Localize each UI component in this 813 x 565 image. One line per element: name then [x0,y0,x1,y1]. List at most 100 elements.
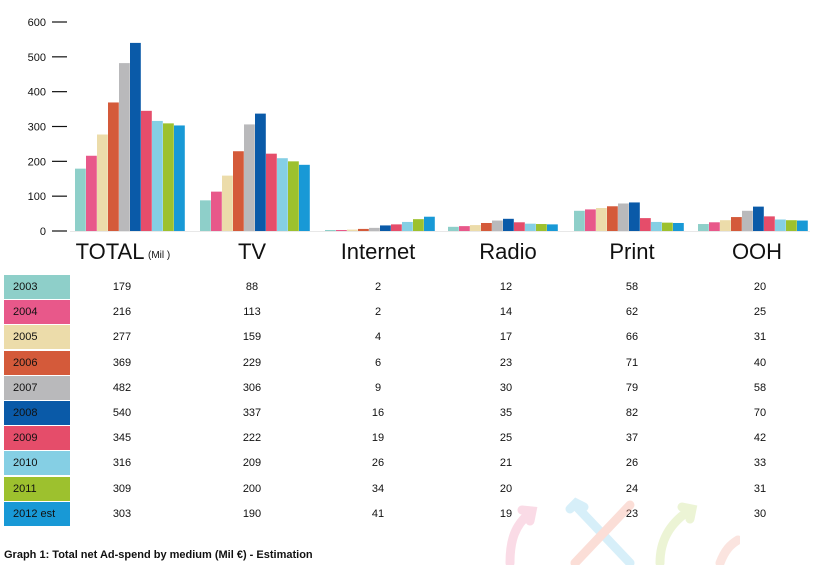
table-cell: 21 [499,457,513,470]
bar-print-2009 [640,218,651,231]
y-tick-label: 600 [28,17,46,29]
table-cell: 42 [753,432,767,445]
table-cell: 24 [625,482,639,495]
bar-ooh-2007 [742,210,753,231]
category-unit-note: (Mil ) [148,250,170,261]
table-cell: 209 [242,457,262,470]
table-cell: 2 [374,306,382,319]
table-cell: 58 [625,281,639,293]
bar-tv-2006 [233,151,244,231]
table-cell: 190 [242,507,262,520]
bar-total-2008 [130,42,141,232]
table-cell: 316 [112,457,132,470]
bar-tv-2004 [211,191,222,231]
bar-internet-2010 [402,221,413,231]
bar-tv-2009 [266,153,277,231]
table-cell: 345 [112,432,132,445]
table-cell: 23 [499,356,513,369]
table-cell: 369 [112,356,132,369]
bar-radio-2007 [492,220,503,231]
table-cell: 303 [112,507,132,520]
table-cell: 30 [499,381,513,394]
table-cell: 20 [499,482,513,495]
table-cell: 222 [242,432,262,445]
bar-chart: 0 100 200 300 400 500 600 TOTAL TV Internet Radio… [28,17,810,264]
category-label-total: TOTAL [76,239,145,264]
bar-internet-2012-est [424,216,435,231]
bar-total-2003 [75,168,86,231]
bar-total-2012-est [174,125,185,231]
y-tick-label: 100 [28,191,46,203]
y-tick-label: 400 [28,87,46,99]
bar-total-2010 [152,120,163,231]
y-tick-label: 0 [40,226,46,238]
bar-tv-2007 [244,124,255,231]
bar-print-2011 [662,222,673,231]
bar-radio-2005 [470,225,481,231]
table-cell: 37 [625,432,639,445]
bar-tv-2003 [200,200,211,231]
table-cell: 34 [371,482,385,495]
bar-total-2005 [97,134,108,231]
year-label: 2010 [4,451,70,476]
table-cell: 82 [625,407,639,419]
table-cell: 179 [112,281,132,293]
table-cell: 26 [625,457,639,470]
bar-radio-2008 [503,218,514,231]
bar-internet-2003 [325,230,336,231]
bar-internet-2008 [380,225,391,231]
year-label: 2004 [4,300,70,325]
bar-print-2006 [607,206,618,231]
bar-total-2006 [108,102,119,231]
table-cell: 40 [753,356,767,369]
table-cell: 200 [242,482,262,495]
bar-radio-2011 [536,224,547,231]
table-cell: 482 [112,381,132,394]
bar-series-group [75,42,808,232]
table-cell: 66 [625,331,639,344]
bar-radio-2006 [481,222,492,231]
bar-ooh-2011 [786,220,797,231]
bar-tv-2011 [288,161,299,231]
table-cell: 71 [625,356,639,369]
bar-ooh-2008 [753,206,764,231]
chart-caption: Graph 1: Total net Ad-spend by medium (M… [4,549,313,561]
year-label: 2011 [4,476,70,501]
bar-ooh-2009 [764,216,775,231]
table-cell: 113 [243,306,261,319]
category-labels: TOTAL TV Internet Radio Print OOH (Mil ) [76,239,783,264]
table-cell: 229 [242,356,262,369]
bar-ooh-2005 [720,220,731,231]
bar-internet-2004 [336,230,347,231]
table-cell: 159 [242,331,262,344]
bar-total-2009 [141,110,152,231]
table-cell: 17 [499,331,513,344]
table-cell: 277 [112,331,132,344]
table-cell: 23 [625,507,639,520]
table-cell: 33 [753,457,767,470]
bar-internet-2009 [391,224,402,231]
bar-print-2010 [651,221,662,231]
category-label-print: Print [609,239,654,264]
bar-internet-2005 [347,229,358,231]
category-label-radio: Radio [479,239,536,264]
category-label-ooh: OOH [732,239,782,264]
table-cell: 9 [374,381,382,394]
table-cell: 337 [242,407,262,419]
table-cell: 14 [499,306,513,319]
bar-radio-2012-est [547,224,558,231]
table-cell: 6 [374,356,382,369]
y-axis: 0 100 200 300 400 500 600 [28,17,67,238]
y-tick-label: 500 [28,52,46,64]
bar-radio-2010 [525,223,536,231]
year-label: 2005 [4,325,70,350]
arrows-watermark-graphic [505,497,740,565]
table-cell: 2 [374,281,382,293]
year-label: 2009 [4,426,70,451]
year-label: 2006 [4,350,70,375]
year-label: 2007 [4,375,70,400]
bar-internet-2006 [358,228,369,231]
category-label-internet: Internet [341,239,416,264]
bar-radio-2009 [514,222,525,231]
bar-print-2012-est [673,222,684,231]
